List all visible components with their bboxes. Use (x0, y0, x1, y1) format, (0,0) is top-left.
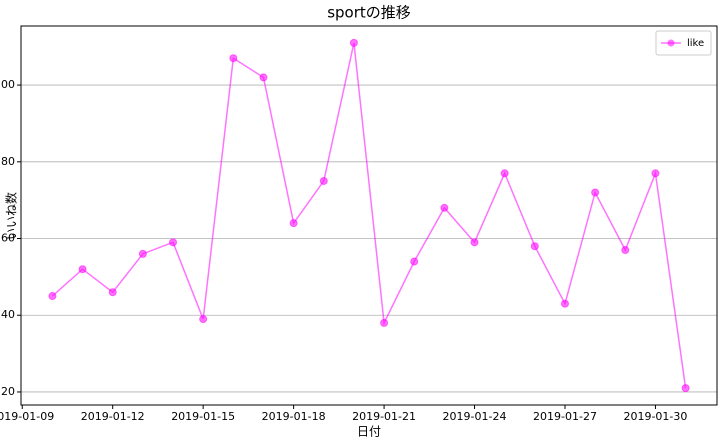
y-tick-label: 20 (1, 385, 15, 398)
legend-label: like (687, 38, 704, 49)
marker (560, 299, 569, 308)
plot-frame (20, 25, 718, 406)
marker (229, 54, 238, 63)
x-tick-label: 2019-01-18 (262, 410, 326, 423)
y-axis-label: いいね数 (4, 192, 19, 240)
y-tick-label: 40 (1, 308, 15, 321)
marker (651, 169, 660, 178)
marker (259, 73, 268, 82)
y-tick-label: 80 (1, 155, 15, 168)
y-tick-label: 60 (1, 232, 15, 245)
marker (78, 265, 87, 274)
marker (289, 219, 298, 228)
line (51, 42, 687, 389)
marker (440, 203, 449, 212)
marker (530, 242, 539, 251)
marker (349, 38, 358, 47)
marker (410, 257, 419, 266)
marker (108, 288, 117, 297)
marker (591, 188, 600, 197)
marker (48, 292, 57, 301)
marker (319, 176, 328, 185)
chart-title: sportの推移 (327, 4, 411, 22)
marker (380, 318, 389, 327)
x-tick-label: 2019-01-15 (171, 410, 235, 423)
y-tick-label: 100 (0, 78, 15, 91)
x-tick-label: 2019-01-12 (81, 410, 145, 423)
marker (138, 249, 147, 258)
marker (621, 246, 630, 255)
x-tick-label: 2019-01-30 (623, 410, 687, 423)
legend-box (655, 30, 712, 56)
legend-marker (667, 39, 675, 47)
marker (500, 169, 509, 178)
x-axis-label: 日付 (357, 425, 381, 439)
marker (681, 384, 690, 393)
x-tick-label: 2019-01-21 (352, 410, 416, 423)
marker (169, 238, 178, 247)
x-tick-label: 2019-01-27 (533, 410, 597, 423)
x-tick-label: 2019-01-09 (0, 410, 54, 423)
x-tick-label: 2019-01-24 (443, 410, 507, 423)
marker (199, 315, 208, 324)
marker (470, 238, 479, 247)
